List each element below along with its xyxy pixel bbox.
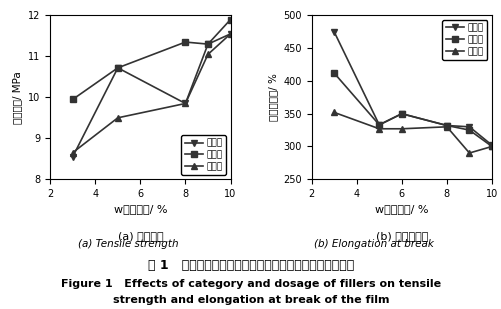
X-axis label: w（填料）/ %: w（填料）/ % [374,205,428,214]
云母粉 [227,32,233,36]
云母粉 [331,30,337,34]
Line: 确灰石: 确灰石 [330,70,494,150]
Line: 云母粉: 云母粉 [69,30,233,160]
确灰石 [398,112,404,116]
碳酸馒 [443,125,449,129]
云母粉 [115,66,121,70]
确灰石 [227,18,233,21]
云母粉 [204,42,210,46]
碳酸馒 [70,151,76,154]
Text: strength and elongation at break of the film: strength and elongation at break of the … [113,295,388,305]
确灰石 [376,123,382,127]
确灰石 [115,66,121,70]
Legend: 云母粉, 确灰石, 碳酸馒: 云母粉, 确灰石, 碳酸馒 [441,20,486,60]
确灰石 [204,42,210,46]
Title: (b) 断裂伸长率: (b) 断裂伸长率 [375,231,427,241]
Text: 图 1   填料种类和用量对漆膜拉伸强度和断裂伸长率的影响: 图 1 填料种类和用量对漆膜拉伸强度和断裂伸长率的影响 [148,259,353,272]
云母粉 [376,123,382,127]
碳酸馒 [227,32,233,36]
云母粉 [465,125,471,129]
确灰石 [443,124,449,127]
云母粉 [70,155,76,159]
确灰石 [70,98,76,101]
X-axis label: w（填料）/ %: w（填料）/ % [113,205,167,214]
Text: (b) Elongation at break: (b) Elongation at break [314,239,433,249]
云母粉 [398,112,404,116]
碳酸馒 [376,127,382,131]
碳酸馒 [465,151,471,155]
Title: (a) 拉伸强度: (a) 拉伸强度 [117,231,163,241]
Text: (a) Tensile strength: (a) Tensile strength [78,239,178,249]
Line: 云母粉: 云母粉 [330,28,494,149]
云母粉 [488,143,494,147]
碳酸馒 [331,111,337,114]
确灰石 [331,71,337,75]
碳酸馒 [204,53,210,56]
确灰石 [488,145,494,148]
Y-axis label: 拉伸强度/ MPa: 拉伸强度/ MPa [13,71,23,124]
Legend: 云母粉, 确灰石, 碳酸馒: 云母粉, 确灰石, 碳酸馒 [181,135,225,175]
Line: 碳酸馒: 碳酸馒 [330,109,494,156]
Y-axis label: 断裂伸长率/ %: 断裂伸长率/ % [267,74,277,121]
Line: 碳酸馒: 碳酸馒 [69,30,233,156]
碳酸馒 [398,127,404,131]
碳酸馒 [488,145,494,148]
碳酸馒 [182,102,188,105]
确灰石 [182,40,188,44]
确灰石 [465,128,471,132]
碳酸馒 [115,116,121,120]
云母粉 [443,124,449,127]
云母粉 [182,102,188,105]
Line: 确灰石: 确灰石 [69,16,233,103]
Text: Figure 1   Effects of category and dosage of fillers on tensile: Figure 1 Effects of category and dosage … [61,279,440,289]
